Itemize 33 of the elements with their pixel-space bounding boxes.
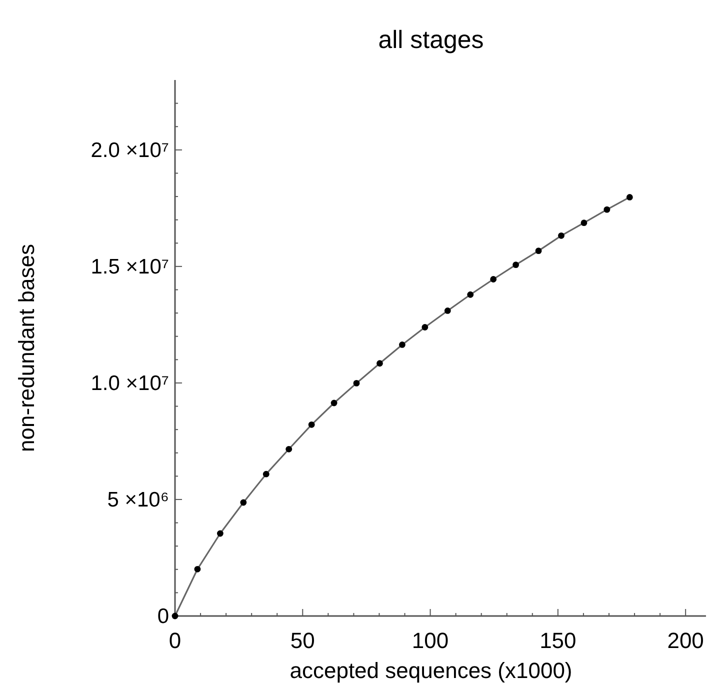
point [194,566,201,572]
x-tick-label: 50 [290,628,315,653]
point [216,530,224,537]
chart-title: all stages [378,26,484,54]
point [604,206,610,213]
point [558,232,564,239]
x-tick-label: 150 [540,628,576,653]
point [262,470,270,478]
point [240,499,247,506]
point [490,276,497,282]
point [286,446,292,452]
y-tick-label: 0 [157,605,169,628]
point [353,380,360,386]
point [422,324,428,330]
point [626,194,633,200]
x-tick-label: 100 [412,628,449,653]
point [535,248,542,254]
point [308,421,315,428]
point [376,360,383,367]
y-tick-label: 5 ×10⁶ [107,488,169,512]
point [512,262,520,268]
point [580,220,588,226]
x-tick-label: 200 [667,628,704,653]
y-axis-title: non-redundant bases [14,244,39,452]
y-tick-label: 1.5 ×10⁷ [90,255,169,278]
point [330,400,338,406]
point [172,612,178,620]
y-tick-label: 2.0 ×10⁷ [90,138,169,162]
y-tick-label: 1.0 ×10⁷ [90,372,169,395]
point [399,342,406,348]
point [444,308,451,314]
point [467,291,474,298]
x-axis-title: accepted sequences (x1000) [290,658,572,683]
